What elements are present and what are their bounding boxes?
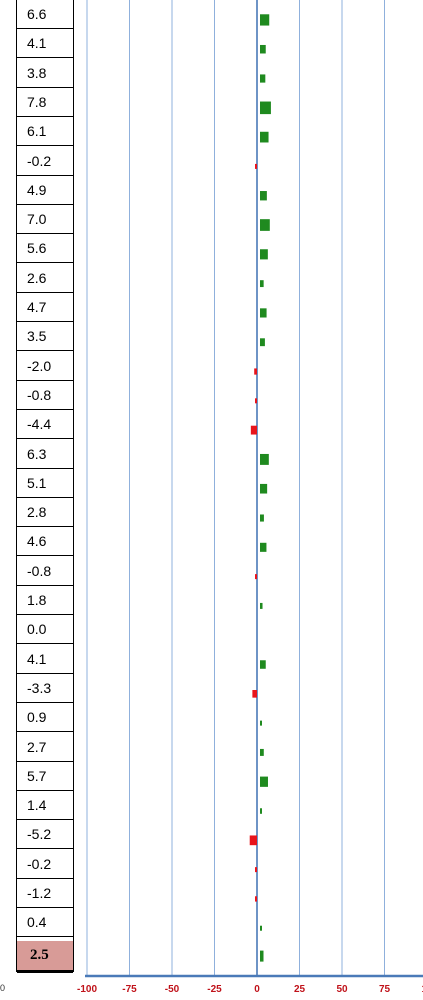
x-tick-label: 10: [421, 984, 423, 995]
value-cell: 4.6: [17, 527, 73, 557]
x-tick-label: -25: [207, 984, 222, 995]
bar: [260, 338, 265, 347]
bar: [260, 542, 267, 552]
value-cell: 1.8: [17, 586, 73, 615]
value-cell: 6.6: [17, 0, 73, 29]
bar: [260, 101, 271, 115]
bar: [260, 249, 268, 260]
bar: [260, 308, 267, 318]
value-cell: -0.8: [17, 557, 73, 586]
bar: [260, 453, 269, 465]
bar: [260, 720, 262, 726]
bar: [260, 44, 266, 54]
x-tick-label: -100: [77, 984, 97, 995]
value-cell: -4.4: [17, 410, 73, 440]
bar: [260, 776, 268, 787]
bar: [255, 574, 257, 580]
x-tick-label: -50: [165, 984, 180, 995]
bar: [260, 131, 269, 143]
x-tick-label: 75: [379, 984, 391, 995]
bar: [260, 280, 264, 288]
value-cell: -3.3: [17, 674, 73, 703]
value-cell: 6.1: [17, 117, 73, 147]
value-cell: 0.0: [17, 615, 73, 645]
value-cell: 4.9: [17, 176, 73, 205]
value-cell: -0.2: [17, 850, 73, 879]
value-cell: 5.6: [17, 234, 73, 264]
x-tick-label: 0: [254, 984, 260, 995]
bar: [249, 835, 257, 846]
bar: [250, 425, 257, 435]
value-cell: -5.2: [17, 820, 73, 850]
x-tick-label: 25: [294, 984, 306, 995]
bar: [260, 191, 267, 201]
value-cell: 3.5: [17, 322, 73, 352]
bar: [260, 925, 262, 931]
bar: [260, 660, 266, 669]
value-cell: 4.7: [17, 293, 73, 322]
value-cell: 3.8: [17, 59, 73, 88]
bar: [260, 14, 270, 26]
bar: [260, 808, 262, 814]
bar: [260, 748, 264, 756]
bar: [260, 483, 268, 494]
value-cell: 7.0: [17, 205, 73, 235]
value-cell: 6.3: [17, 440, 73, 469]
value-cell: 2.7: [17, 733, 73, 762]
value-cell: -0.2: [17, 147, 73, 176]
value-cell: 7.8: [17, 88, 73, 117]
total-cell: 2.5: [17, 940, 73, 973]
values-column: 6.6 4.1 3.8 7.8 6.1 -0.2 4.9 7.0 5.6 2.6 4.7 3.5 -2.…: [16, 0, 74, 973]
bar: [255, 398, 257, 404]
bar: [260, 219, 270, 231]
value-cell: 5.7: [17, 762, 73, 791]
value-cell: 0.4: [17, 908, 73, 938]
value-cell: 1.4: [17, 791, 73, 821]
bar: [255, 867, 257, 873]
value-cell: -1.2: [17, 879, 73, 908]
value-cell: 2.6: [17, 264, 73, 293]
value-cell: 0.9: [17, 703, 73, 733]
value-cell: 4.1: [17, 645, 73, 674]
left-edge-label: 0: [0, 983, 6, 993]
bar: [260, 514, 264, 522]
total-bar: [260, 950, 264, 962]
value-cell: 2.8: [17, 498, 73, 528]
bar: [260, 602, 263, 609]
value-cell: -2.0: [17, 352, 73, 381]
bar: [252, 690, 257, 698]
x-tick-label: -75: [122, 984, 137, 995]
value-cell: -0.8: [17, 381, 73, 410]
bar: [260, 74, 266, 83]
bar: [255, 163, 257, 169]
x-tick-label: 50: [336, 984, 348, 995]
bar: [254, 368, 257, 375]
value-cell: 4.1: [17, 29, 73, 59]
value-cell: 5.1: [17, 469, 73, 498]
bar: [255, 896, 257, 902]
